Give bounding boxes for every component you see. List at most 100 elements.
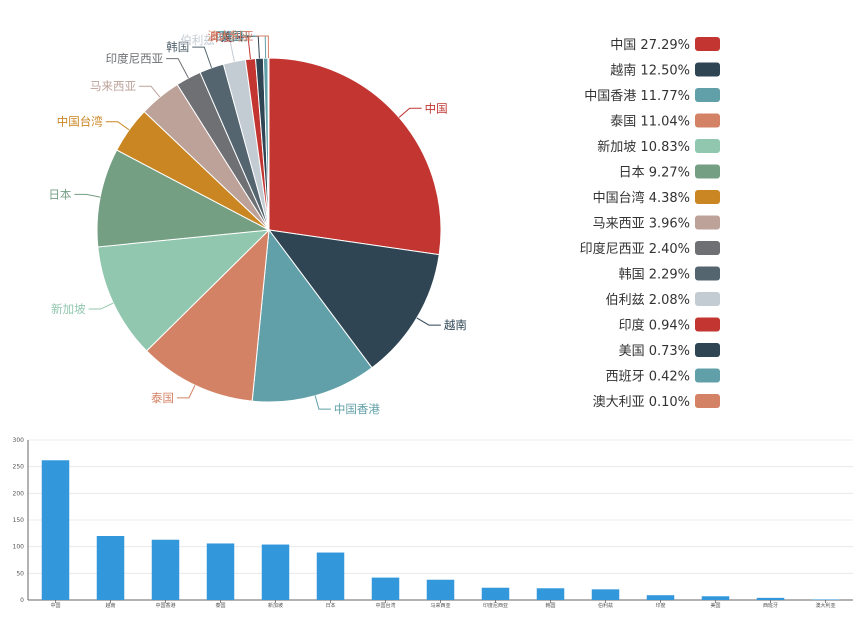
legend-swatch <box>695 190 720 204</box>
bar[interactable] <box>96 536 125 600</box>
pie-slice[interactable] <box>267 229 440 369</box>
legend-label: 韩国 2.29% <box>619 268 690 283</box>
y-tick-label: 300 <box>13 437 25 444</box>
pie-label: 美国 <box>220 29 243 43</box>
legend-label: 伯利兹 2.08% <box>606 293 690 308</box>
pie-leader-line <box>88 302 114 310</box>
x-tick-label: 伯利兹 <box>598 602 613 609</box>
legend-label: 印度尼西亚 2.40% <box>580 241 690 257</box>
legend-label: 越南 12.50% <box>610 63 690 79</box>
legend-item[interactable]: 泰国 11.04% <box>610 113 720 130</box>
legend-item[interactable]: 中国香港 11.77% <box>584 88 720 104</box>
legend-label: 中国台湾 4.38% <box>593 190 690 206</box>
legend-item[interactable]: 中国 27.29% <box>610 37 720 53</box>
legend-swatch <box>695 317 720 332</box>
legend-item[interactable]: 新加坡 10.83% <box>597 139 720 155</box>
pie-leader-line <box>166 58 189 79</box>
pie-leader-line <box>256 35 269 59</box>
legend-label: 印度 0.94% <box>619 318 690 334</box>
legend-item[interactable]: 日本 9.27% <box>619 164 720 181</box>
pie-label: 澳大利亚 <box>207 29 253 43</box>
pie-label: 新加坡 <box>51 302 86 316</box>
bar[interactable] <box>371 577 400 600</box>
legend-swatch <box>695 266 720 281</box>
pie-label: 马来西亚 <box>90 79 136 93</box>
bar[interactable] <box>261 544 290 600</box>
pie-label: 中国 <box>425 101 448 115</box>
legend-item[interactable]: 韩国 2.29% <box>619 266 720 283</box>
bar[interactable] <box>811 599 840 600</box>
legend-item[interactable]: 澳大利亚 0.10% <box>593 394 720 410</box>
legend-item[interactable]: 伯利兹 2.08% <box>606 292 720 308</box>
x-tick-label: 印度 <box>655 602 665 609</box>
legend-swatch <box>695 62 720 77</box>
x-tick-label: 中国 <box>50 602 60 609</box>
pie-label: 西班牙 <box>216 29 251 43</box>
legend-label: 美国 0.73% <box>619 344 690 359</box>
pie-label: 中国香港 <box>334 402 380 416</box>
x-tick-label: 越南 <box>105 602 115 609</box>
pie-leader-line <box>192 46 213 69</box>
pie-label: 韩国 <box>166 40 189 54</box>
legend-swatch <box>695 394 720 408</box>
bar[interactable] <box>316 552 345 600</box>
pie-label: 泰国 <box>151 391 174 405</box>
legend-swatch <box>695 37 720 51</box>
bar[interactable] <box>426 579 455 600</box>
pie-slice[interactable] <box>145 228 270 402</box>
legend-item[interactable]: 中国台湾 4.38% <box>593 190 720 206</box>
legend-item[interactable]: 美国 0.73% <box>619 343 720 359</box>
x-tick-label: 美国 <box>710 602 720 609</box>
legend-swatch <box>695 292 720 306</box>
legend-swatch <box>695 343 720 357</box>
pie-label: 印度尼西亚 <box>106 52 164 66</box>
x-tick-label: 马来西亚 <box>430 602 450 609</box>
bar-chart: 0 50 100 150 200 250 300 中国 越南 中国香港 泰国 新加坡 日本 中国台湾 马来西… <box>13 437 853 609</box>
pie-slice[interactable] <box>251 228 373 403</box>
legend-item[interactable]: 西班牙 0.42% <box>606 368 720 385</box>
pie-leader-line <box>398 107 422 118</box>
pie-slice[interactable] <box>97 229 271 352</box>
bar[interactable] <box>151 539 180 600</box>
legend-label: 中国香港 11.77% <box>584 89 690 104</box>
legend-item[interactable]: 马来西亚 3.96% <box>593 215 720 232</box>
legend-label: 日本 9.27% <box>619 166 690 181</box>
bar[interactable] <box>646 595 675 600</box>
bar[interactable] <box>206 543 235 600</box>
pie-label: 伯利兹 <box>180 33 215 47</box>
bar[interactable] <box>701 596 730 600</box>
legend-label: 中国 27.29% <box>610 38 690 53</box>
pie-label: 印度 <box>210 30 233 44</box>
pie-leader-line <box>314 395 331 410</box>
x-tick-label: 新加坡 <box>268 602 283 609</box>
bar[interactable] <box>481 587 510 600</box>
legend-label: 马来西亚 3.96% <box>593 217 690 232</box>
y-tick-label: 50 <box>16 570 24 577</box>
x-tick-label: 澳大利亚 <box>815 602 835 609</box>
legend-item[interactable]: 印度 0.94% <box>619 317 720 334</box>
pie-leader-line <box>236 36 251 60</box>
pie-label: 中国台湾 <box>57 115 103 129</box>
x-tick-label: 中国台湾 <box>375 602 395 609</box>
pie-leader-line <box>217 39 235 62</box>
bar[interactable] <box>591 589 620 600</box>
legend-item[interactable]: 印度尼西亚 2.40% <box>580 241 720 257</box>
bar[interactable] <box>41 460 70 600</box>
y-tick-label: 0 <box>20 597 24 604</box>
legend-label: 新加坡 10.83% <box>597 139 690 155</box>
legend-swatch <box>695 113 720 128</box>
bar[interactable] <box>536 588 565 600</box>
bar[interactable] <box>756 597 785 600</box>
x-tick-label: 西班牙 <box>763 602 778 609</box>
legend-item[interactable]: 越南 12.50% <box>610 62 720 79</box>
pie-slice[interactable] <box>268 57 442 256</box>
pie-leader-line <box>74 193 101 198</box>
pie-leader-line <box>176 385 196 399</box>
x-tick-label: 泰国 <box>215 602 225 609</box>
legend-label: 澳大利亚 0.10% <box>593 394 690 410</box>
x-tick-label: 印度尼西亚 <box>483 602 508 609</box>
x-tick-label: 韩国 <box>545 602 555 609</box>
legend-swatch <box>695 139 720 153</box>
